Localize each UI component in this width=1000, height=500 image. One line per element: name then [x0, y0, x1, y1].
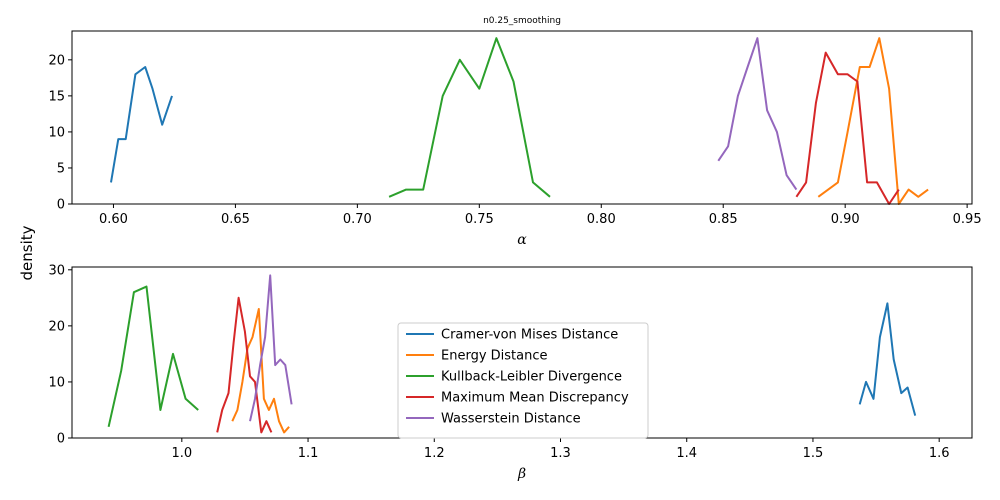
x-tick-label: 1.0 — [171, 446, 192, 461]
x-tick-label: 0.85 — [709, 212, 738, 227]
x-tick-label: 0.80 — [587, 212, 616, 227]
x-tick-label: 0.65 — [221, 212, 250, 227]
y-tick-label: 10 — [48, 125, 65, 140]
series-line-kullback-leibler-divergence — [107, 285, 199, 428]
x-tick-label: 1.1 — [298, 446, 319, 461]
x-tick-label: 1.5 — [803, 446, 824, 461]
y-tick-label: 15 — [48, 89, 65, 104]
series-line-maximum-mean-discrepancy — [795, 51, 900, 205]
y-tick-label: 30 — [48, 263, 65, 278]
legend-entry: Kullback-Leibler Divergence — [441, 370, 622, 385]
x-tick-label: 1.4 — [676, 446, 697, 461]
x-tick-label: 0.75 — [465, 212, 494, 227]
series-line-wasserstein-distance — [249, 274, 293, 422]
series-line-wasserstein-distance — [717, 37, 798, 191]
legend-entry: Energy Distance — [441, 349, 548, 364]
chart-title: n0.25_smoothing — [483, 16, 561, 26]
y-tick-label: 0 — [57, 198, 65, 213]
x-tick-label: 0.60 — [99, 212, 128, 227]
y-tick-label: 20 — [48, 53, 65, 68]
series-line-kullback-leibler-divergence — [388, 37, 551, 198]
y-tick-label: 0 — [57, 432, 65, 447]
y-tick-label: 20 — [48, 319, 65, 334]
legend-entry: Maximum Mean Discrepancy — [441, 391, 629, 406]
x-tick-label: 0.70 — [343, 212, 372, 227]
x-axis-label: α — [517, 232, 527, 248]
y-tick-label: 5 — [57, 161, 65, 176]
x-tick-label: 0.90 — [831, 212, 860, 227]
legend-frame — [397, 322, 649, 439]
series-line-energy-distance — [817, 37, 929, 205]
alpha-panel: 0.60 0.65 0.70 0.75 0.80 0.85 0.90 0.95 0 5 10 15 20… — [48, 30, 982, 248]
figure-y-label: density — [18, 225, 36, 280]
y-tick-label: 10 — [48, 375, 65, 390]
legend: Cramer-von Mises Distance Energy Distance… — [397, 322, 649, 439]
x-tick-label: 1.6 — [929, 446, 950, 461]
legend-entry: Wasserstein Distance — [441, 412, 581, 427]
x-tick-label: 1.2 — [424, 446, 445, 461]
x-tick-label: 0.95 — [953, 212, 982, 227]
x-tick-label: 1.3 — [550, 446, 571, 461]
legend-entry: Cramer-von Mises Distance — [441, 328, 618, 343]
plot-frame — [71, 30, 973, 205]
series-line-maximum-mean-discrepancy — [216, 296, 273, 434]
series-line-cramer-von-mises-distance — [110, 66, 173, 183]
series-line-cramer-von-mises-distance — [858, 302, 917, 416]
x-axis-label: β — [517, 466, 526, 482]
